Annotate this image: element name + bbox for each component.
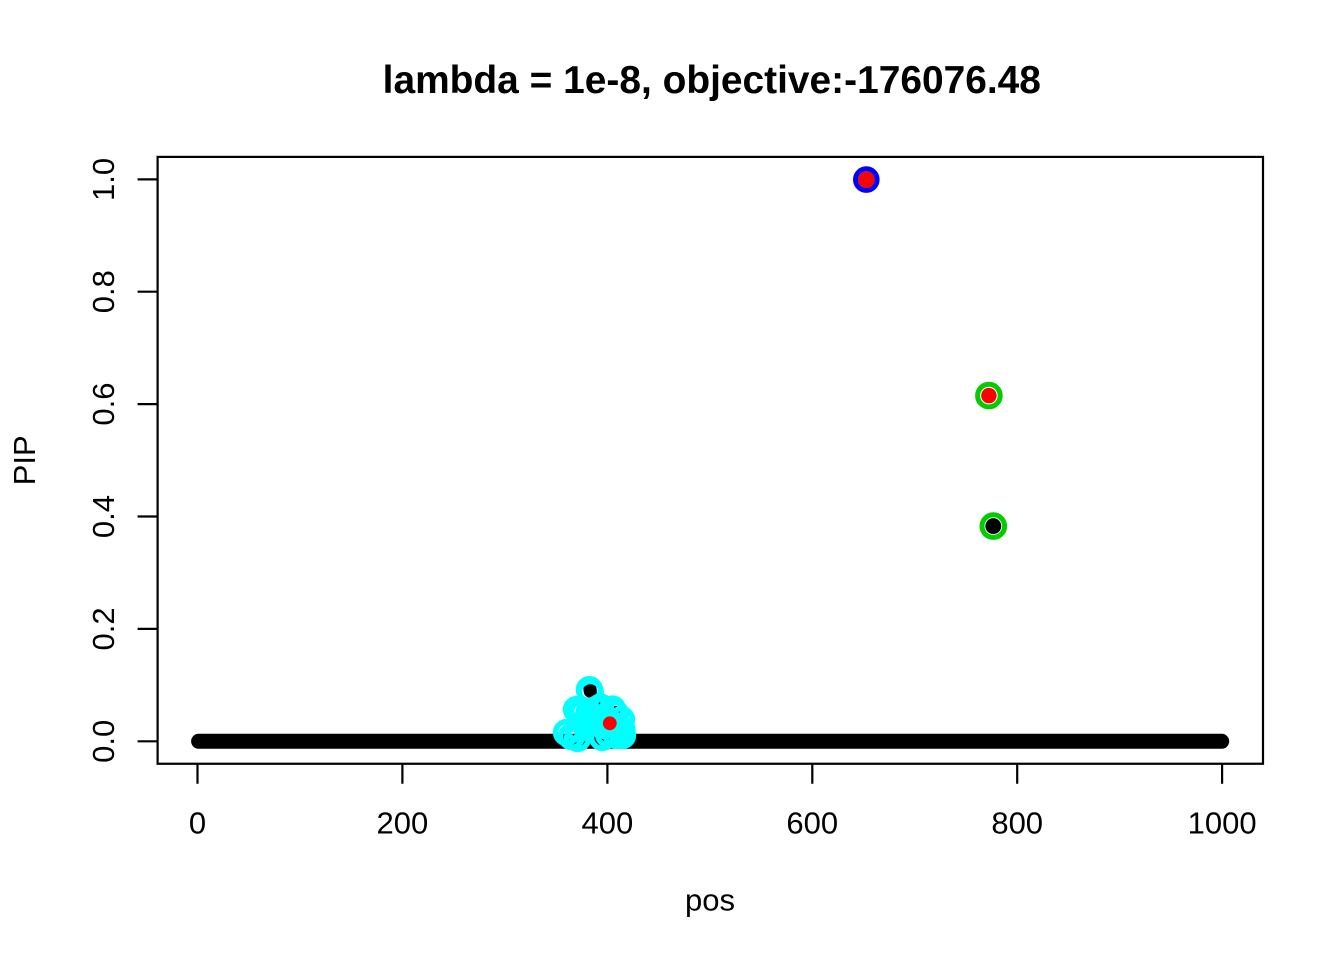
svg-text:0.0: 0.0 xyxy=(86,720,121,763)
svg-text:0.2: 0.2 xyxy=(86,607,121,650)
svg-text:1.0: 1.0 xyxy=(86,158,121,201)
svg-text:0.4: 0.4 xyxy=(86,495,121,538)
svg-text:200: 200 xyxy=(377,806,429,841)
svg-text:0: 0 xyxy=(189,806,206,841)
svg-text:400: 400 xyxy=(582,806,634,841)
svg-text:PIP: PIP xyxy=(7,435,42,485)
svg-text:pos: pos xyxy=(685,883,735,918)
svg-text:1000: 1000 xyxy=(1188,806,1257,841)
svg-text:800: 800 xyxy=(991,806,1043,841)
svg-text:lambda = 1e-8, objective:-1760: lambda = 1e-8, objective:-176076.48 xyxy=(383,59,1041,102)
svg-text:0.8: 0.8 xyxy=(86,270,121,313)
svg-text:0.6: 0.6 xyxy=(86,383,121,426)
svg-text:600: 600 xyxy=(786,806,838,841)
